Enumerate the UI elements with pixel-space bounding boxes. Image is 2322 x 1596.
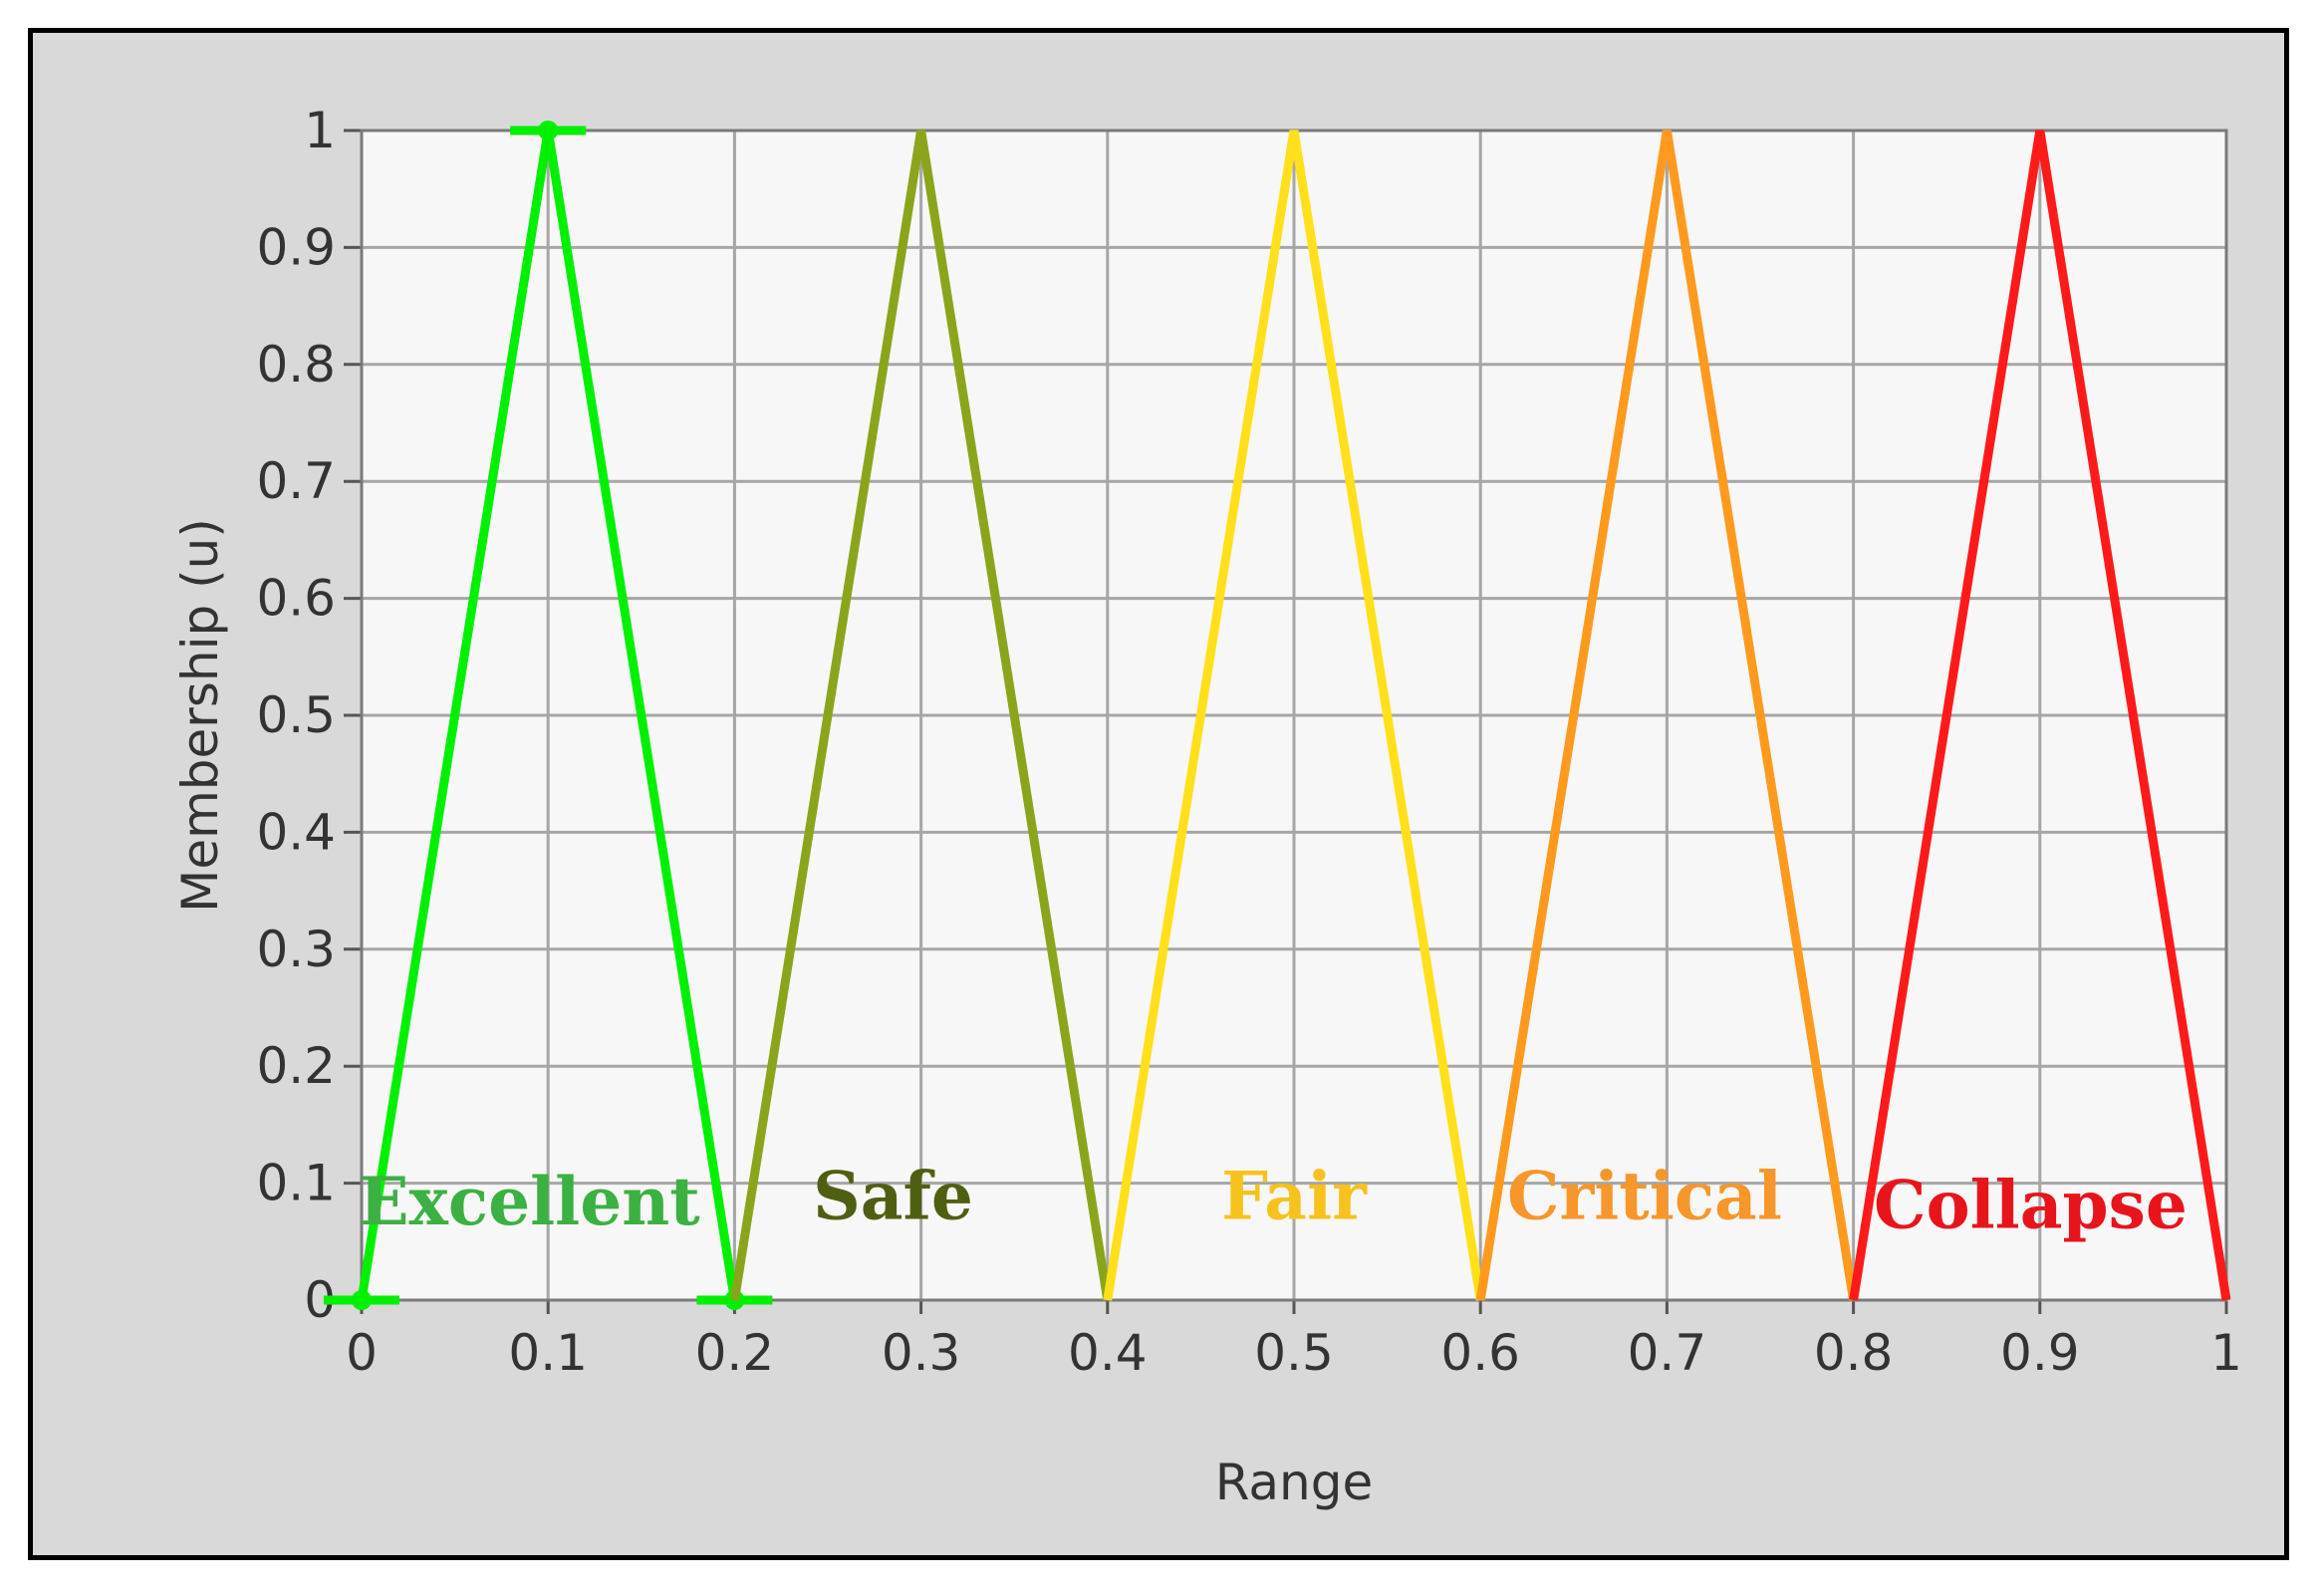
x-tick-label: 1	[2210, 1324, 2242, 1382]
y-tick-label: 1	[304, 102, 336, 159]
membership-chart: 0 0.1 0.2 0.3 0.4 0.5 0.6 0.7 0.8 0.9 100.10.20.30…	[171, 102, 2242, 1511]
y-tick-label: 0.2	[256, 1037, 336, 1095]
series-line-fair	[1103, 130, 1485, 1301]
series-label-excellent: Excellent	[359, 1163, 700, 1240]
y-tick-label: 0.1	[256, 1155, 336, 1212]
series-lines	[324, 121, 2231, 1310]
series-label-safe: Safe	[813, 1157, 973, 1234]
axes: 0 0.1 0.2 0.3 0.4 0.5 0.6 0.7 0.8 0.9 100.10.20.30…	[256, 102, 2241, 1382]
series-point-excellent	[538, 121, 559, 140]
x-tick-label: 0.9	[2000, 1324, 2080, 1382]
y-tick-label: 0.6	[256, 570, 336, 628]
x-tick-label: 0.2	[695, 1324, 775, 1382]
x-tick-label: 0.7	[1628, 1324, 1707, 1382]
x-axis-title: Range	[1215, 1454, 1373, 1511]
y-axis-title: Membership (u)	[171, 518, 229, 913]
series-label-fair: Fair	[1221, 1157, 1368, 1234]
y-tick-label: 0.8	[256, 336, 336, 394]
series-labels: Excellent Safe Fair Critical Collapse	[359, 1157, 2188, 1243]
series-line-collapse	[1849, 130, 2231, 1301]
y-tick-label: 0.9	[256, 218, 336, 276]
y-tick-label: 0.3	[256, 921, 336, 978]
x-tick-label: 0	[346, 1324, 378, 1382]
x-tick-label: 0.8	[1814, 1324, 1894, 1382]
chart-frame: 0 0.1 0.2 0.3 0.4 0.5 0.6 0.7 0.8 0.9 1 0 0.1 0.2 0.3 0…	[28, 28, 2289, 1560]
x-tick-label: 0.4	[1068, 1324, 1148, 1382]
x-tick-label: 0.6	[1440, 1324, 1520, 1382]
x-tick-label: 0.1	[508, 1324, 588, 1382]
series-point-excellent	[352, 1290, 372, 1310]
x-tick-label: 0.3	[882, 1324, 961, 1382]
y-tick-label: 0.7	[256, 452, 336, 510]
series-label-critical: Critical	[1507, 1157, 1782, 1234]
series-line-critical	[1475, 130, 1859, 1301]
y-tick-label: 0.5	[256, 686, 336, 744]
series-label-collapse: Collapse	[1874, 1167, 2188, 1244]
series-line-safe	[729, 130, 1113, 1301]
x-tick-label: 0.5	[1254, 1324, 1334, 1382]
y-tick-label: 0.4	[256, 803, 336, 861]
